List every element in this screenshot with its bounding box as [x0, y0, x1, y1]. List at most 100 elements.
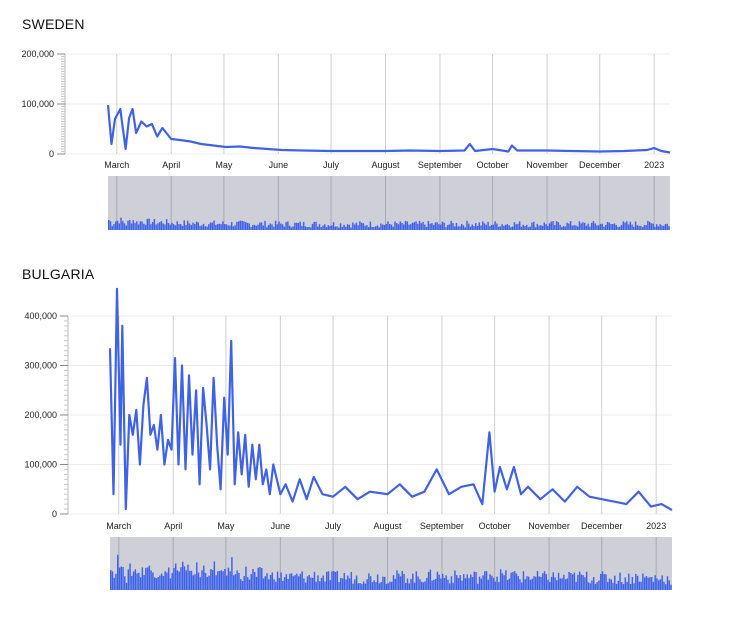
brush-bar: [253, 224, 256, 230]
brush-bar: [172, 224, 175, 230]
brush-bar: [498, 582, 500, 590]
brush-bar: [264, 576, 267, 590]
brush-bar: [408, 583, 411, 590]
brush-bar: [489, 574, 491, 590]
brush-bar: [309, 227, 312, 230]
brush-bar: [631, 224, 633, 230]
brush-bar: [389, 581, 391, 590]
brush-bar: [429, 223, 431, 230]
brush-bar: [576, 226, 579, 230]
brush-bar: [580, 223, 582, 230]
brush-bar: [215, 224, 217, 230]
x-tick-label: March: [106, 521, 131, 531]
brush-bar: [264, 220, 266, 230]
brush-bar: [227, 225, 229, 230]
brush-bar: [210, 569, 212, 590]
brush-bar: [605, 224, 607, 230]
brush-bar: [580, 574, 583, 590]
brush-bar: [304, 582, 307, 590]
brush-bar: [217, 571, 219, 590]
brush-bar: [144, 224, 147, 230]
brush-bar: [364, 583, 367, 590]
brush-bar: [143, 574, 145, 590]
brush-bar: [617, 226, 619, 230]
brush-bar: [408, 224, 410, 230]
brush-bar: [473, 226, 475, 230]
brush-bar: [666, 223, 668, 230]
brush-bar: [190, 570, 193, 590]
brush-bar: [174, 563, 177, 590]
brush-bar: [143, 223, 145, 230]
brush-bar: [125, 225, 128, 230]
brush-bar: [594, 223, 596, 230]
brush-bar: [329, 580, 331, 590]
brush-bar: [420, 581, 423, 590]
brush-bar: [289, 573, 291, 590]
brush-bar: [178, 571, 180, 590]
brush-bar: [624, 577, 627, 590]
brush-bar: [167, 567, 170, 590]
brush-bar: [559, 578, 562, 590]
x-tick-label: June: [271, 521, 291, 531]
brush-bar: [424, 581, 426, 590]
chart-title-bulgaria: BULGARIA: [22, 266, 95, 282]
chart-bulgaria[interactable]: 0 100,000 200,000 300,000 400,000 March April M…: [0, 285, 731, 600]
brush-bar: [329, 225, 331, 230]
brush-bar: [343, 224, 345, 230]
y-tick-label: 0: [49, 149, 54, 159]
brush-bar: [648, 221, 651, 230]
brush-bar: [573, 572, 576, 590]
brush-bar: [348, 224, 351, 230]
brush-bar: [624, 222, 626, 230]
brush-bar: [497, 226, 500, 230]
brush-bar: [482, 575, 484, 590]
brush-bar: [164, 571, 166, 590]
brush-bar: [313, 221, 315, 230]
brush-bar: [614, 575, 616, 590]
brush-bar: [561, 578, 563, 590]
brush-bar: [438, 224, 440, 230]
brush-bar: [434, 222, 437, 230]
brush-bar: [369, 576, 372, 590]
brush-bar: [459, 226, 461, 230]
brush-bar: [374, 226, 377, 230]
x-tick-label: 2023: [646, 521, 666, 531]
chart-sweden[interactable]: 0 100,000 200,000 March April May June July Augu…: [0, 40, 731, 240]
brush-bar: [338, 582, 340, 590]
brush-bar: [318, 581, 321, 590]
brush-bar: [550, 221, 553, 230]
brush-bar: [612, 224, 614, 230]
brush-bar: [645, 576, 648, 590]
brush-bar: [585, 225, 588, 230]
brush-bar: [515, 573, 518, 590]
brush-bar: [431, 580, 433, 590]
brush-bar: [216, 224, 219, 230]
brush-bar: [436, 222, 438, 230]
brush-bar: [331, 571, 333, 590]
brush-bar: [150, 224, 152, 230]
x-tick-label: May: [215, 160, 233, 170]
brush-bar: [311, 577, 314, 590]
brush-bar: [587, 223, 589, 230]
brush-bar: [487, 221, 489, 230]
brush-bar: [524, 226, 526, 230]
brush-bar: [201, 225, 203, 230]
brush-bar: [664, 584, 667, 590]
brush-bar: [535, 576, 537, 590]
brush-bar: [566, 222, 568, 230]
brush-bar: [425, 227, 428, 230]
brush-bar: [281, 224, 284, 230]
brush-bar: [304, 226, 307, 230]
brush-bar: [276, 571, 279, 590]
brush-bar: [340, 577, 342, 590]
brush-bar: [320, 227, 322, 230]
brush-bar: [480, 225, 482, 230]
brush-bar: [361, 584, 363, 590]
brush-bar: [160, 221, 163, 230]
brush-bar: [432, 224, 435, 230]
brush-bar: [652, 581, 655, 590]
brush-bar: [531, 578, 533, 590]
brush-bar: [173, 568, 175, 590]
brush-bar: [564, 579, 567, 590]
brush-bar: [654, 575, 656, 590]
